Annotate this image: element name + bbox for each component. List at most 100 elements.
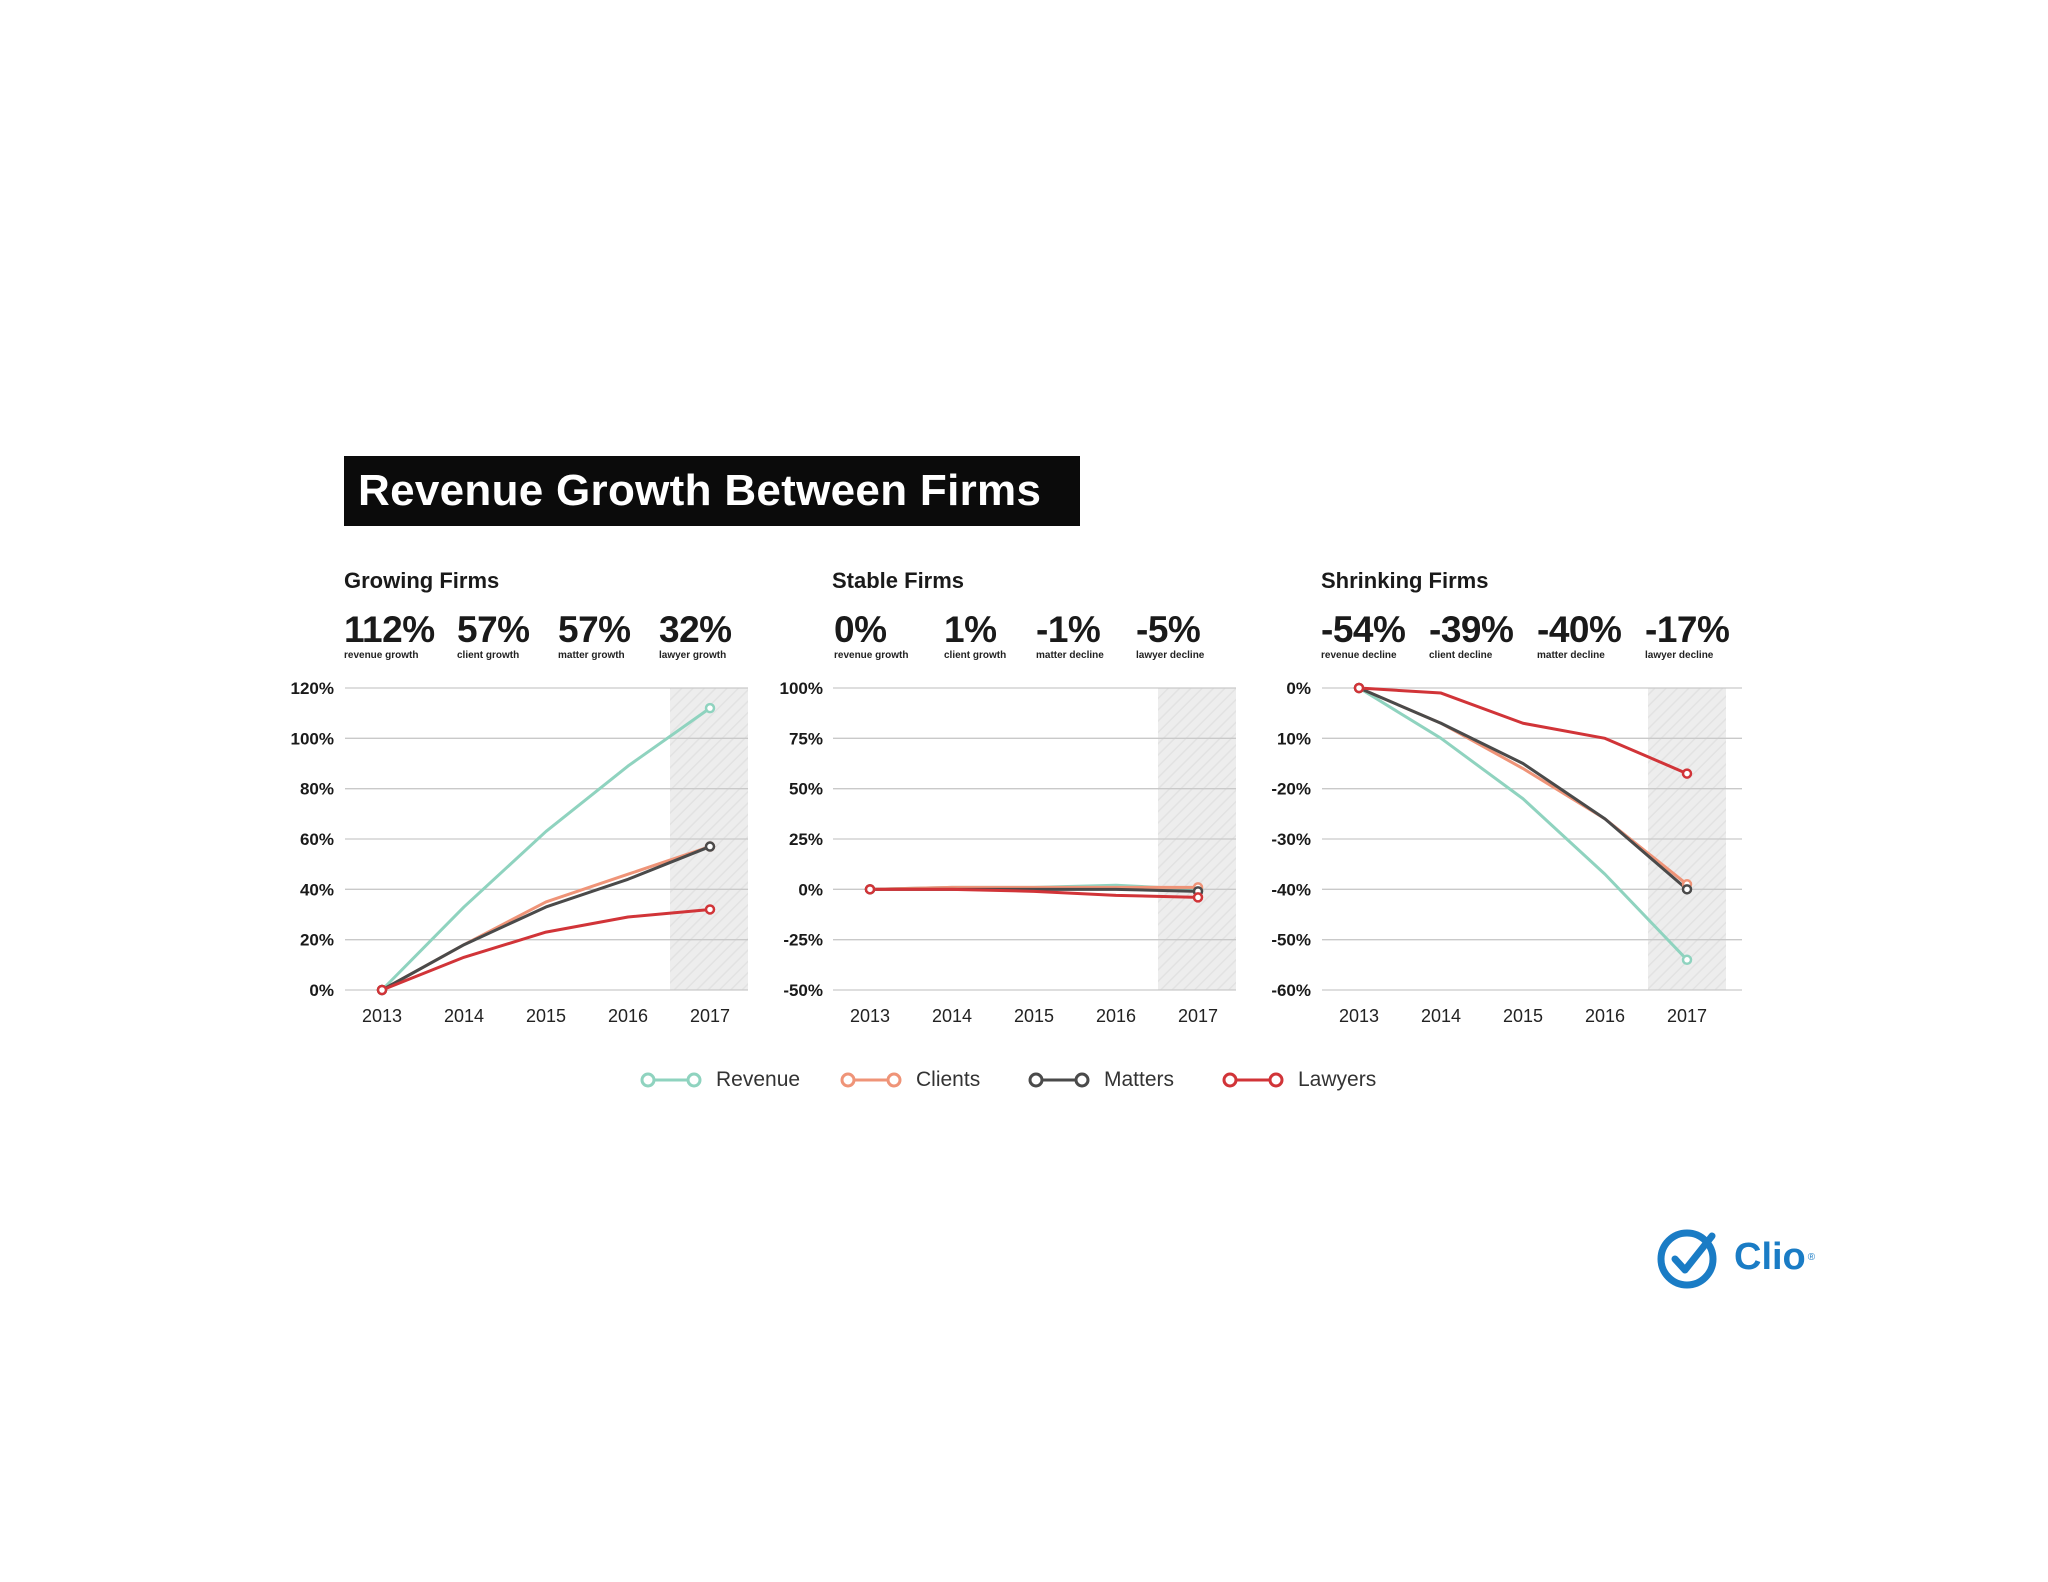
data-point-lawyers bbox=[376, 984, 388, 996]
stat-value: -54% bbox=[1321, 609, 1406, 650]
data-point-lawyers bbox=[1192, 892, 1204, 903]
data-point-lawyers bbox=[864, 884, 876, 895]
logo-text: Clio bbox=[1734, 1235, 1806, 1278]
stat-matters: 57% matter growth bbox=[558, 610, 658, 662]
stat-revenue: -54% revenue decline bbox=[1321, 610, 1421, 662]
y-tick-label: -60% bbox=[1271, 981, 1311, 1000]
y-tick-label: 80% bbox=[300, 780, 334, 799]
series-line-clients bbox=[381, 845, 711, 992]
data-point-revenue bbox=[1681, 954, 1693, 966]
y-tick-label: 100% bbox=[780, 679, 823, 698]
y-tick-label: -20% bbox=[1271, 780, 1311, 799]
stat-clients: 1% client growth bbox=[944, 610, 1044, 662]
panel-stable-firms: Stable Firms 0% revenue growth 1% client… bbox=[832, 560, 1332, 1030]
stat-lawyers: 32% lawyer growth bbox=[659, 610, 759, 662]
stat-label: client growth bbox=[944, 650, 1007, 661]
stat-value: 0% bbox=[834, 609, 887, 650]
x-tick-label: 2016 bbox=[608, 1006, 648, 1026]
panel-shrinking-firms: Shrinking Firms -54% revenue decline -39… bbox=[1321, 560, 1821, 1030]
stat-value: 32% bbox=[659, 609, 732, 650]
y-tick-label: 75% bbox=[789, 729, 823, 748]
legend-item-clients: Clients bbox=[840, 1060, 980, 1100]
stat-value: 57% bbox=[558, 609, 631, 650]
line-circle-icon bbox=[1222, 1072, 1284, 1088]
stat-revenue: 0% revenue growth bbox=[834, 610, 934, 662]
series-line-lawyers bbox=[1358, 686, 1688, 775]
stat-value: 1% bbox=[944, 609, 997, 650]
stat-clients: -39% client decline bbox=[1429, 610, 1529, 662]
legend-item-matters: Matters bbox=[1028, 1060, 1174, 1100]
stat-value: -39% bbox=[1429, 609, 1514, 650]
stat-label: lawyer decline bbox=[1645, 650, 1714, 661]
y-tick-label: 120% bbox=[291, 679, 334, 698]
stat-label: matter decline bbox=[1537, 650, 1605, 661]
data-point-lawyers bbox=[1353, 682, 1365, 694]
series-line-matters bbox=[1358, 686, 1688, 891]
stat-value: -1% bbox=[1036, 609, 1101, 650]
series-line-lawyers bbox=[870, 887, 1199, 899]
chart-title-text: Revenue Growth Between Firms bbox=[358, 466, 1042, 515]
legend-item-lawyers: Lawyers bbox=[1222, 1060, 1376, 1100]
y-tick-label: -30% bbox=[1271, 830, 1311, 849]
checkmark-circle-icon bbox=[1657, 1229, 1717, 1289]
data-point-lawyers bbox=[704, 904, 716, 915]
stat-matters: -1% matter decline bbox=[1036, 610, 1136, 662]
stat-value: -5% bbox=[1136, 609, 1201, 650]
stat-label: client growth bbox=[457, 650, 520, 661]
series-line-revenue bbox=[1358, 686, 1689, 961]
panel-title: Growing Firms bbox=[344, 568, 500, 593]
data-point-matters bbox=[1681, 884, 1693, 895]
line-circle-icon bbox=[840, 1072, 902, 1088]
y-tick-label: 0% bbox=[309, 981, 334, 1000]
stat-value: 57% bbox=[457, 609, 530, 650]
x-tick-label: 2017 bbox=[1178, 1006, 1218, 1026]
y-tick-label: 100% bbox=[291, 729, 334, 748]
x-tick-label: 2016 bbox=[1585, 1006, 1625, 1026]
legend-label: Matters bbox=[1104, 1068, 1175, 1091]
stat-value: -40% bbox=[1537, 609, 1622, 650]
stat-matters: -40% matter decline bbox=[1537, 610, 1637, 662]
y-tick-label: 10% bbox=[1277, 729, 1311, 748]
stat-lawyers: -5% lawyer decline bbox=[1136, 610, 1236, 662]
legend-label: Clients bbox=[916, 1068, 981, 1091]
y-tick-label: -50% bbox=[1271, 931, 1311, 950]
data-point-lawyers bbox=[1681, 768, 1693, 779]
series-line-lawyers bbox=[381, 907, 711, 992]
x-tick-label: 2014 bbox=[1421, 1006, 1461, 1026]
stat-value: -17% bbox=[1645, 609, 1730, 650]
y-tick-label: -25% bbox=[783, 931, 823, 950]
x-tick-label: 2013 bbox=[1339, 1006, 1379, 1026]
stat-label: lawyer growth bbox=[659, 650, 727, 661]
y-tick-label: -40% bbox=[1271, 880, 1311, 899]
x-tick-label: 2016 bbox=[1096, 1006, 1136, 1026]
x-tick-label: 2013 bbox=[850, 1006, 890, 1026]
y-tick-label: -50% bbox=[783, 981, 823, 1000]
stat-label: matter growth bbox=[558, 650, 625, 661]
legend: Revenue Clients Matters Lawyers bbox=[0, 1060, 2048, 1100]
x-tick-label: 2017 bbox=[690, 1006, 730, 1026]
stat-clients: 57% client growth bbox=[457, 610, 557, 662]
stat-label: matter decline bbox=[1036, 650, 1104, 661]
y-tick-label: 0% bbox=[798, 880, 823, 899]
series-line-revenue bbox=[380, 706, 711, 992]
y-tick-label: 0% bbox=[1286, 679, 1311, 698]
stat-label: client decline bbox=[1429, 650, 1493, 661]
clio-logo: Clio ® bbox=[1656, 1222, 1826, 1292]
x-tick-label: 2014 bbox=[444, 1006, 484, 1026]
x-tick-label: 2014 bbox=[932, 1006, 972, 1026]
panel-title: Stable Firms bbox=[832, 568, 965, 593]
panel-title: Shrinking Firms bbox=[1321, 568, 1489, 593]
stat-lawyers: -17% lawyer decline bbox=[1645, 610, 1745, 662]
x-tick-label: 2015 bbox=[1014, 1006, 1054, 1026]
series-line-matters bbox=[381, 845, 711, 992]
y-tick-label: 60% bbox=[300, 830, 334, 849]
line-circle-icon bbox=[1028, 1072, 1090, 1088]
legend-label: Revenue bbox=[716, 1068, 801, 1091]
x-tick-label: 2017 bbox=[1667, 1006, 1707, 1026]
data-point-matters bbox=[704, 841, 716, 852]
stat-label: revenue decline bbox=[1321, 650, 1397, 661]
stat-label: revenue growth bbox=[834, 650, 909, 661]
x-tick-label: 2015 bbox=[1503, 1006, 1543, 1026]
panel-growing-firms: Growing Firms 112% revenue growth 57% cl… bbox=[344, 560, 844, 1030]
